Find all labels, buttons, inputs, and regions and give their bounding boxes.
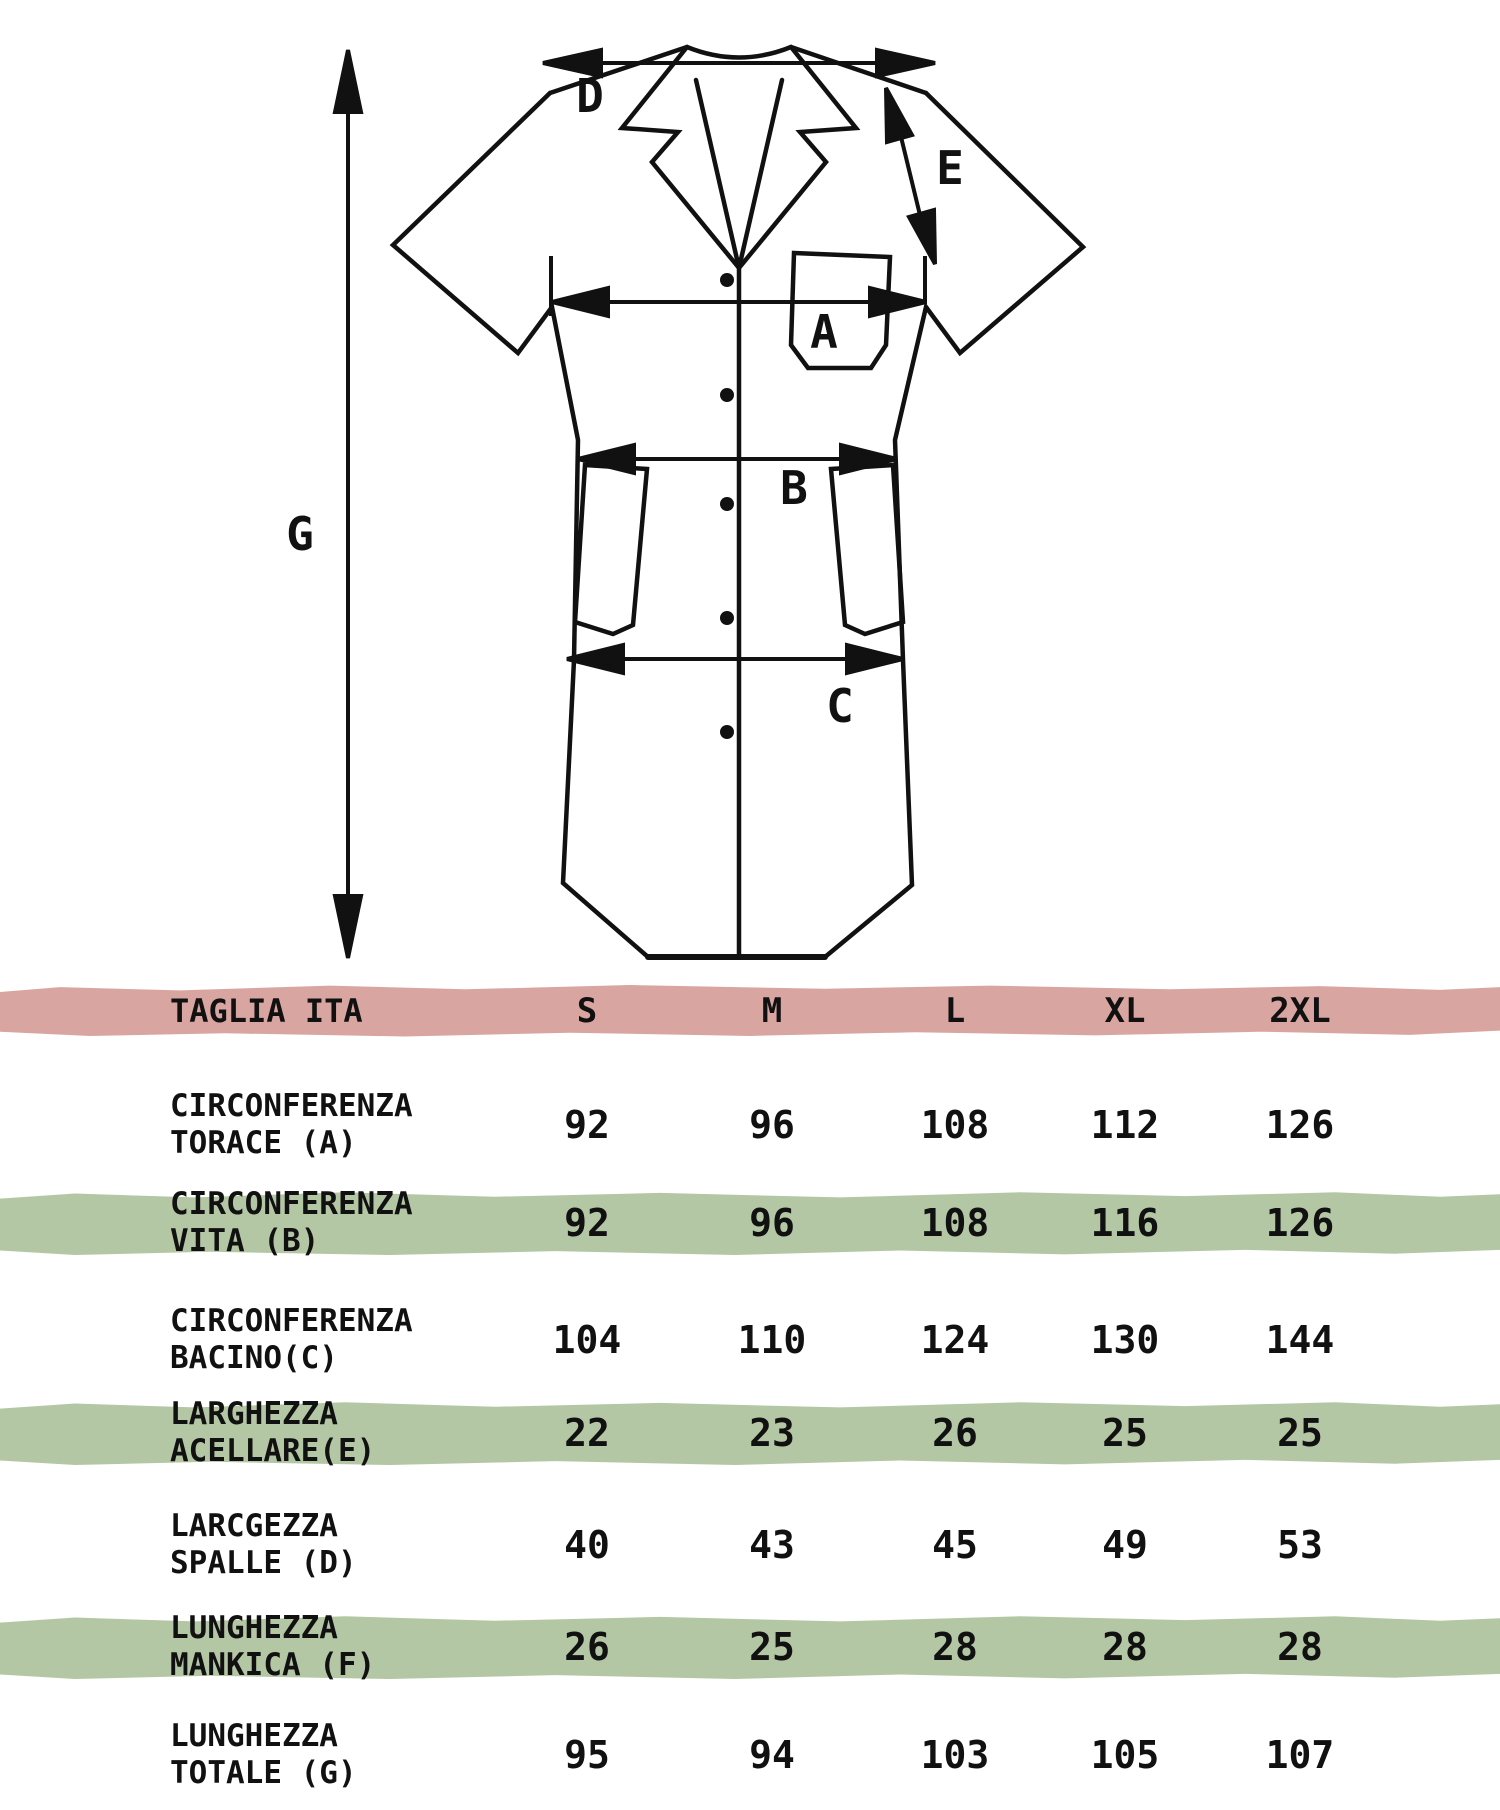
garment-measurement-diagram: G D E A B C [286, 44, 1087, 960]
measurement-value: 22 [564, 1411, 610, 1455]
arrow-E [884, 87, 937, 265]
measurement-value: 107 [1265, 1733, 1335, 1777]
table-row: LUNGHEZZA TOTALE (G) 95 94 103 105 107 [0, 1700, 1500, 1810]
measurement-value: 108 [920, 1201, 990, 1245]
measurement-value: 28 [932, 1625, 978, 1669]
size-col-xl: XL [1104, 990, 1146, 1031]
measurement-value: 105 [1090, 1733, 1160, 1777]
label-A: A [810, 305, 838, 359]
arrow-C [566, 642, 904, 676]
row-label-line2: TORACE (A) [170, 1125, 357, 1161]
table-row: LARGHEZZA ACELLARE(E) 22 23 26 25 25 [0, 1378, 1500, 1488]
row-label-line1: LUNGHEZZA [170, 1610, 338, 1646]
table-row: CIRCONFERENZA BACINO(C) 104 110 124 130 144 [0, 1285, 1500, 1395]
row-label-line1: LARGHEZZA [170, 1396, 338, 1432]
measurement-value: 144 [1265, 1318, 1335, 1362]
measurement-value: 25 [1277, 1411, 1323, 1455]
measurement-value: 124 [920, 1318, 990, 1362]
arrow-A [549, 256, 927, 319]
label-E: E [936, 141, 964, 195]
measurement-value: 45 [932, 1523, 978, 1567]
measurement-value: 108 [920, 1103, 990, 1147]
row-label-line2: ACELLARE(E) [170, 1433, 376, 1469]
row-label: CIRCONFERENZA BACINO(C) [170, 1303, 413, 1377]
row-label: LARCGEZZA SPALLE (D) [170, 1508, 357, 1582]
row-label-line1: CIRCONFERENZA [170, 1186, 413, 1222]
arrow-G [332, 49, 364, 959]
measurement-value: 26 [564, 1625, 610, 1669]
measurement-value: 92 [564, 1201, 610, 1245]
size-col-2xl: 2XL [1269, 990, 1331, 1031]
measurement-value: 49 [1102, 1523, 1148, 1567]
label-C: C [826, 679, 854, 733]
row-label-line2: BACINO(C) [170, 1340, 338, 1376]
measurement-value: 40 [564, 1523, 610, 1567]
measurement-value: 28 [1102, 1625, 1148, 1669]
table-row: LARCGEZZA SPALLE (D) 40 43 45 49 53 [0, 1490, 1500, 1600]
header-band [0, 985, 1500, 1037]
row-label: CIRCONFERENZA TORACE (A) [170, 1088, 413, 1162]
size-col-s: S [576, 990, 598, 1031]
measurement-value: 126 [1265, 1201, 1335, 1245]
table-row: CIRCONFERENZA VITA (B) 92 96 108 116 126 [0, 1168, 1500, 1278]
label-B: B [780, 461, 808, 515]
label-D: D [576, 69, 604, 123]
row-label-line2: MANKICA (F) [170, 1647, 376, 1683]
row-label-line2: SPALLE (D) [170, 1545, 357, 1581]
measurement-value: 25 [749, 1625, 795, 1669]
right-lapel [736, 44, 861, 271]
label-G: G [286, 507, 314, 561]
measurement-value: 43 [749, 1523, 795, 1567]
measurement-value: 96 [749, 1201, 795, 1245]
row-label-line1: CIRCONFERENZA [170, 1088, 413, 1124]
measurement-value: 116 [1090, 1201, 1160, 1245]
measurement-value: 103 [920, 1733, 990, 1777]
measurement-value: 130 [1090, 1318, 1160, 1362]
highlight-band [0, 1192, 1500, 1255]
measurement-value: 26 [932, 1411, 978, 1455]
table-row: LUNGHEZZA MANKICA (F) 26 25 28 28 28 [0, 1592, 1500, 1702]
arrow-D [542, 47, 936, 79]
row-label-line1: CIRCONFERENZA [170, 1303, 413, 1339]
measurement-value: 28 [1277, 1625, 1323, 1669]
measurement-value: 23 [749, 1411, 795, 1455]
table-header-label: TAGLIA ITA [170, 991, 363, 1030]
front-buttons [720, 273, 734, 739]
measurement-value: 96 [749, 1103, 795, 1147]
row-label-line2: TOTALE (G) [170, 1755, 357, 1791]
measurement-value: 110 [737, 1318, 807, 1362]
highlight-band [0, 1402, 1500, 1465]
row-label: LARGHEZZA ACELLARE(E) [170, 1396, 375, 1470]
size-col-l: L [944, 990, 966, 1031]
row-label: CIRCONFERENZA VITA (B) [170, 1186, 413, 1260]
measure-arrows [332, 47, 937, 959]
row-label-line1: LUNGHEZZA [170, 1718, 338, 1754]
size-table: TAGLIA ITA S M L XL 2XL CIRCONFERENZA TOR… [0, 984, 1500, 1800]
size-col-m: M [761, 990, 783, 1031]
row-label: LUNGHEZZA TOTALE (G) [170, 1718, 357, 1792]
table-row: CIRCONFERENZA TORACE (A) 92 96 108 112 126 [0, 1070, 1500, 1180]
garment-outline [389, 44, 1087, 960]
measurement-value: 25 [1102, 1411, 1148, 1455]
left-waist-pocket [572, 462, 650, 637]
measurement-value: 104 [552, 1318, 622, 1362]
measurement-value: 95 [564, 1733, 610, 1777]
row-label-line2: VITA (B) [170, 1223, 320, 1259]
left-lapel [617, 44, 742, 271]
measurement-value: 92 [564, 1103, 610, 1147]
row-label-line1: LARCGEZZA [170, 1508, 338, 1544]
measurement-value: 126 [1265, 1103, 1335, 1147]
table-header-row: TAGLIA ITA S M L XL 2XL [0, 984, 1500, 1037]
measurement-value: 94 [749, 1733, 795, 1777]
chest-pocket [788, 250, 893, 371]
measurement-value: 53 [1277, 1523, 1323, 1567]
highlight-band [0, 1616, 1500, 1679]
right-waist-pocket [828, 462, 906, 637]
measurement-value: 112 [1090, 1103, 1160, 1147]
arrow-B [577, 442, 898, 476]
row-label: LUNGHEZZA MANKICA (F) [170, 1610, 375, 1684]
